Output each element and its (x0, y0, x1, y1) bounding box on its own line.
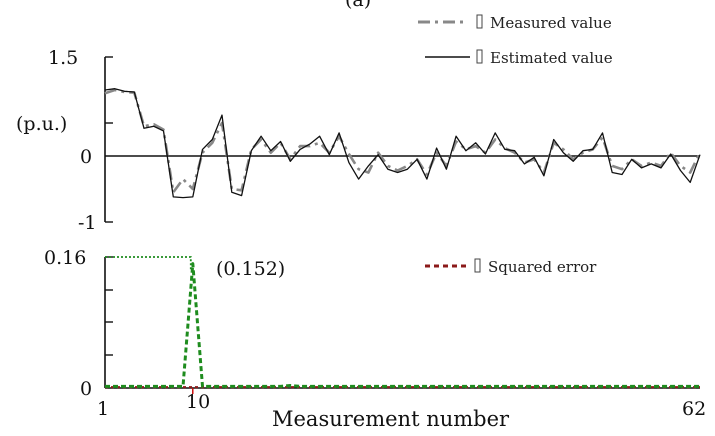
top-series-line-1 (104, 88, 701, 199)
legend-error-marker (474, 258, 481, 273)
top-ytick-label-0: 0 (80, 146, 92, 168)
bottom-ytick-label-0: 0 (80, 378, 92, 400)
bottom-panel: 0.16 0 1 10 62 Measurement number (0.152… (44, 247, 706, 431)
legend-measured-marker (476, 14, 483, 29)
top-series-line-0 (104, 88, 702, 194)
bottom-xtick-label-1: 1 (97, 398, 109, 420)
legend-error-label: Squared error (488, 258, 597, 276)
top-ytick-label-neg1: -1 (78, 212, 97, 234)
bottom-xtick-label-62: 62 (682, 398, 706, 420)
peak-annotation: (0.152) (216, 258, 285, 280)
legend-estimated-label: Estimated value (490, 49, 613, 67)
bottom-xtick-label-10: 10 (186, 391, 210, 413)
peak-guide-line (105, 256, 192, 271)
header-fragment: (a) (345, 0, 371, 11)
bottom-series-group (105, 256, 700, 394)
top-ytick-label-1.5: 1.5 (48, 47, 78, 69)
top-series-group (104, 88, 702, 199)
bottom-ytick-label-0.16: 0.16 (44, 247, 86, 269)
legend-measured-label: Measured value (490, 14, 612, 32)
top-ylabel: (p.u.) (16, 113, 67, 135)
top-legend: Measured value Estimated value (418, 14, 613, 67)
bottom-legend: Squared error (425, 258, 597, 276)
x-axis-title: Measurement number (272, 407, 510, 431)
bottom-series-line-1 (105, 262, 700, 388)
top-panel: 1.5 0 -1 (p.u.) (16, 47, 702, 234)
legend-estimated-marker (476, 49, 483, 64)
